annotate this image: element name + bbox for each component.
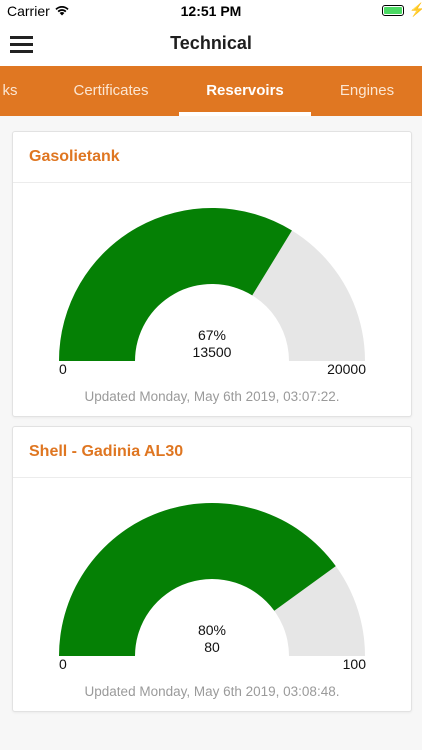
gauge-min-label: 0 [59, 361, 67, 377]
reservoir-card: Shell - Gadinia AL30 80% 80 0 100 Update… [12, 426, 412, 712]
status-bar: Carrier 12:51 PM ⚡ [0, 0, 422, 22]
gauge-value: 13500 [13, 344, 411, 361]
tab-reservoirs[interactable]: Reservoirs [179, 66, 311, 116]
gauge-max-label: 20000 [327, 361, 366, 377]
tab-engines[interactable]: Engines [322, 66, 412, 116]
battery-icon [382, 5, 404, 16]
page-title: Technical [0, 33, 422, 54]
navigation-bar: Technical [0, 22, 422, 66]
card-header: Gasolietank [13, 132, 411, 183]
card-header: Shell - Gadinia AL30 [13, 427, 411, 478]
updated-timestamp: Updated Monday, May 6th 2019, 03:07:22. [13, 389, 411, 404]
gauge-percent: 80% [13, 622, 411, 639]
tab-certificates[interactable]: Certificates [46, 66, 176, 116]
tab-bar: ks Certificates Reservoirs Engines [0, 66, 422, 116]
gauge-max-label: 100 [343, 656, 366, 672]
charging-icon: ⚡ [409, 2, 422, 18]
gauge-percent: 67% [13, 327, 411, 344]
gauge-min-label: 0 [59, 656, 67, 672]
active-tab-indicator [179, 112, 311, 116]
reservoir-name: Gasolietank [13, 132, 411, 182]
tab-partial[interactable]: ks [0, 66, 30, 116]
reservoir-card: Gasolietank 67% 13500 0 20000 Updated Mo… [12, 131, 412, 417]
updated-timestamp: Updated Monday, May 6th 2019, 03:08:48. [13, 684, 411, 699]
gauge-value: 80 [13, 639, 411, 656]
reservoir-name: Shell - Gadinia AL30 [13, 427, 411, 477]
clock: 12:51 PM [0, 3, 422, 19]
